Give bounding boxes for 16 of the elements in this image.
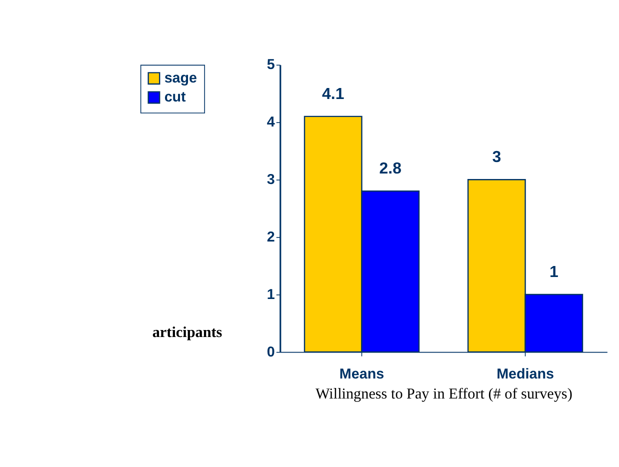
y-tick-label: 2 (266, 229, 275, 246)
data-label: 4.1 (322, 86, 344, 103)
x-axis-title: Willingness to Pay in Effort (# of surveys) (315, 386, 572, 403)
x-tick-label: Means (339, 366, 384, 383)
y-tick-label: 3 (266, 172, 275, 188)
legend-label: sage (164, 70, 198, 86)
data-label: 2.8 (379, 160, 402, 178)
data-label: 3 (492, 149, 502, 166)
y-tick-label: 5 (266, 57, 275, 74)
y-tick-label: 4 (266, 114, 275, 131)
y-tick-label: 0 (266, 344, 275, 360)
legend-label: cut (164, 89, 186, 106)
x-tick-label: Medians (496, 366, 554, 383)
text: articipants (152, 324, 222, 341)
data-label: 1 (549, 264, 558, 281)
y-tick-label: 1 (266, 286, 275, 303)
